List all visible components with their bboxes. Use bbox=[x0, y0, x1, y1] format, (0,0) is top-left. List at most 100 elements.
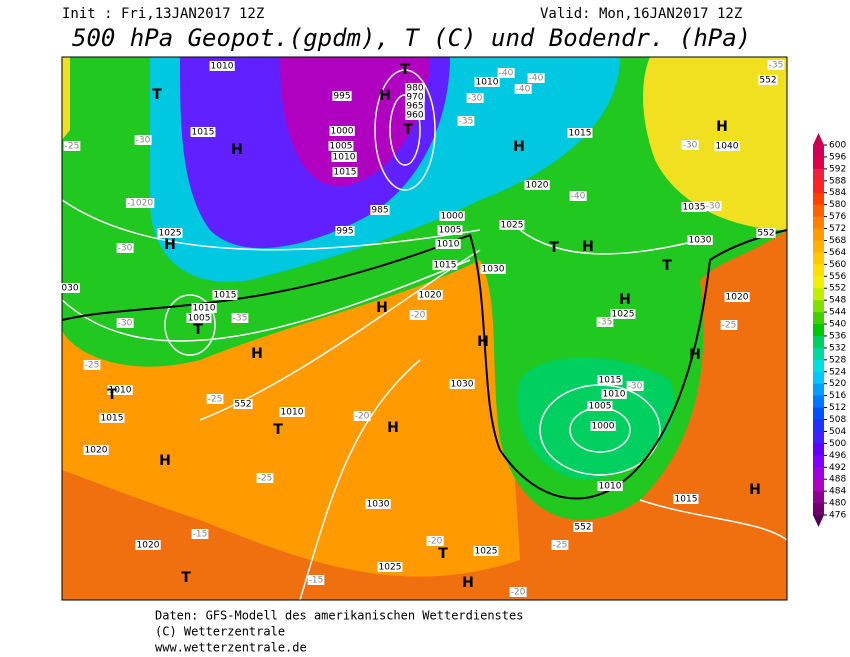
contour-label: 1015 bbox=[214, 291, 237, 301]
colorbar-bin bbox=[813, 324, 824, 337]
label-box bbox=[116, 243, 134, 253]
contour-label: -25 bbox=[553, 541, 568, 551]
colorbar-label: 580 bbox=[829, 200, 846, 210]
label-box bbox=[307, 575, 325, 585]
label-box bbox=[474, 77, 500, 87]
contour-label: 030 bbox=[61, 284, 78, 294]
contour-label: -30 bbox=[118, 319, 133, 329]
footer: Daten: GFS-Modell des amerikanischen Wet… bbox=[155, 609, 523, 623]
label-box bbox=[724, 292, 750, 302]
contour-label: 1010 bbox=[333, 153, 356, 163]
contour-label: 1000 bbox=[331, 127, 354, 137]
label-box bbox=[626, 381, 644, 391]
label-box bbox=[332, 167, 358, 177]
colorbar-bin bbox=[813, 240, 824, 253]
label-box bbox=[157, 228, 183, 238]
label-box bbox=[377, 562, 403, 572]
label-box bbox=[756, 228, 776, 238]
pressure-center: H bbox=[513, 139, 525, 155]
contour-label: -40 bbox=[499, 69, 514, 79]
label-box bbox=[704, 201, 722, 211]
label-box bbox=[573, 522, 593, 532]
contour-label: -20 bbox=[411, 311, 426, 321]
colorbar-bin bbox=[813, 145, 824, 158]
colorbar-bin bbox=[813, 180, 824, 194]
contour-label: 1020 bbox=[419, 291, 442, 301]
contour-label: -40 bbox=[571, 192, 586, 202]
contour-label: 1025 bbox=[612, 310, 635, 320]
label-box bbox=[331, 152, 357, 162]
contour-label: 1010 bbox=[603, 390, 626, 400]
colorbar-label: 560 bbox=[829, 260, 846, 270]
contour-label: 995 bbox=[336, 227, 353, 237]
colorbar-label: 568 bbox=[829, 236, 846, 246]
contour-label: 960 bbox=[406, 111, 423, 121]
contour-label: -30 bbox=[468, 94, 483, 104]
label-box bbox=[720, 320, 738, 330]
colorbar-label: 504 bbox=[829, 427, 846, 437]
colorbar-bin bbox=[813, 479, 824, 492]
label-box bbox=[353, 411, 371, 421]
contour-label: -30 bbox=[118, 244, 133, 254]
map bbox=[61, 57, 788, 601]
contour-label: 1015 bbox=[675, 495, 698, 505]
label-box bbox=[60, 283, 80, 293]
label-box bbox=[206, 394, 224, 404]
pressure-center: T bbox=[662, 258, 672, 274]
contour-label: 1010 bbox=[109, 386, 132, 396]
contour-label: 1025 bbox=[379, 563, 402, 573]
label-box bbox=[328, 141, 354, 151]
colorbar-label: 524 bbox=[829, 367, 846, 377]
contour-label: -30 bbox=[683, 141, 698, 151]
colorbar-bin bbox=[813, 228, 824, 241]
map-title: 500 hPa Geopot.(gpdm), T (C) und Bodendr… bbox=[72, 24, 751, 52]
label-box bbox=[256, 473, 274, 483]
label-box bbox=[99, 413, 125, 423]
pressure-center: H bbox=[164, 237, 176, 253]
label-box bbox=[714, 141, 740, 151]
colorbar-bin bbox=[813, 168, 824, 182]
pressure-center: H bbox=[689, 347, 701, 363]
colorbar-label: 496 bbox=[829, 451, 846, 461]
contour-label: -25 bbox=[85, 361, 100, 371]
contour-label: -30 bbox=[706, 202, 721, 212]
pressure-center: H bbox=[749, 482, 761, 498]
contour-label: 552 bbox=[234, 400, 251, 410]
region bbox=[62, 57, 70, 140]
pressure-center: T bbox=[549, 240, 559, 256]
pressure-center: T bbox=[181, 570, 191, 586]
contour-label: 1010 bbox=[476, 78, 499, 88]
label-box bbox=[332, 91, 352, 101]
contour-label: 1030 bbox=[451, 380, 474, 390]
label-box bbox=[405, 92, 425, 102]
colorbar-bin bbox=[813, 383, 824, 397]
label-box bbox=[449, 379, 475, 389]
label-box bbox=[405, 83, 425, 93]
isobars bbox=[61, 69, 788, 601]
label-box bbox=[457, 116, 475, 126]
label-box bbox=[473, 546, 499, 556]
contour-label: 1020 bbox=[726, 293, 749, 303]
label-box bbox=[681, 202, 707, 212]
552-line bbox=[61, 229, 788, 500]
colorbar-bin bbox=[813, 443, 824, 456]
colorbar-label: 596 bbox=[829, 152, 846, 162]
contour-label: -35 bbox=[233, 314, 248, 324]
label-box bbox=[524, 180, 550, 190]
pressure-center: H bbox=[477, 334, 489, 350]
colorbar-label: 492 bbox=[829, 463, 846, 473]
contour-label: -35 bbox=[598, 318, 613, 328]
contour-label: 1020 bbox=[137, 541, 160, 551]
label-box bbox=[596, 317, 614, 327]
colorbar-bin bbox=[813, 371, 824, 385]
contour-label: -15 bbox=[309, 576, 324, 586]
label-box bbox=[233, 399, 253, 409]
colorbar-label: 480 bbox=[829, 499, 846, 509]
label-box bbox=[590, 421, 616, 431]
colorbar-label: 576 bbox=[829, 212, 846, 222]
colorbar-cap bbox=[813, 515, 824, 527]
contour-label: -40 bbox=[529, 74, 544, 84]
label-box bbox=[329, 126, 355, 136]
label-box bbox=[191, 529, 209, 539]
label-box bbox=[509, 587, 527, 597]
